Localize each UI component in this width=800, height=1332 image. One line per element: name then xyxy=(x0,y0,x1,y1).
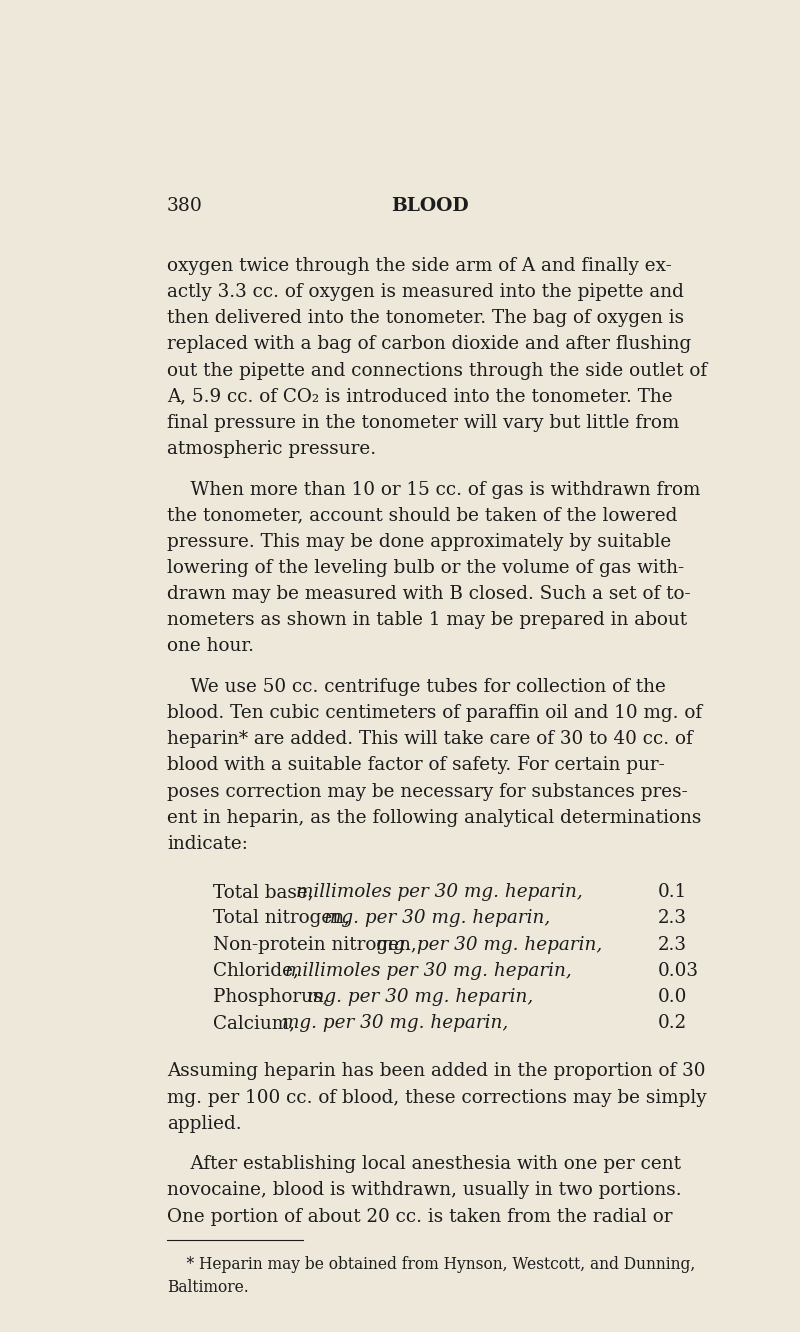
Text: 380: 380 xyxy=(167,197,203,214)
Text: After establishing local anesthesia with one per cent: After establishing local anesthesia with… xyxy=(167,1155,681,1173)
Text: replaced with a bag of carbon dioxide and after flushing: replaced with a bag of carbon dioxide an… xyxy=(167,336,691,353)
Text: When more than 10 or 15 cc. of gas is withdrawn from: When more than 10 or 15 cc. of gas is wi… xyxy=(167,481,700,498)
Text: Total base,: Total base, xyxy=(214,883,320,902)
Text: oxygen twice through the side arm of A and finally ex-: oxygen twice through the side arm of A a… xyxy=(167,257,672,274)
Text: the tonometer, account should be taken of the lowered: the tonometer, account should be taken o… xyxy=(167,506,678,525)
Text: One portion of about 20 cc. is taken from the radial or: One portion of about 20 cc. is taken fro… xyxy=(167,1208,673,1225)
Text: Baltimore.: Baltimore. xyxy=(167,1279,249,1296)
Text: lowering of the leveling bulb or the volume of gas with-: lowering of the leveling bulb or the vol… xyxy=(167,559,684,577)
Text: heparin* are added. This will take care of 30 to 40 cc. of: heparin* are added. This will take care … xyxy=(167,730,693,749)
Text: Assuming heparin has been added in the proportion of 30: Assuming heparin has been added in the p… xyxy=(167,1063,706,1080)
Text: ent in heparin, as the following analytical determinations: ent in heparin, as the following analyti… xyxy=(167,809,702,827)
Text: applied.: applied. xyxy=(167,1115,242,1132)
Text: mg. per 100 cc. of blood, these corrections may be simply: mg. per 100 cc. of blood, these correcti… xyxy=(167,1088,706,1107)
Text: 0.0: 0.0 xyxy=(658,988,687,1006)
Text: nometers as shown in table 1 may be prepared in about: nometers as shown in table 1 may be prep… xyxy=(167,611,687,629)
Text: millimoles per 30 mg. heparin,: millimoles per 30 mg. heparin, xyxy=(285,962,571,980)
Text: 0.2: 0.2 xyxy=(658,1014,687,1032)
Text: blood. Ten cubic centimeters of paraffin oil and 10 mg. of: blood. Ten cubic centimeters of paraffin… xyxy=(167,705,702,722)
Text: atmospheric pressure.: atmospheric pressure. xyxy=(167,440,376,458)
Text: Total nitrogen,: Total nitrogen, xyxy=(214,910,356,927)
Text: final pressure in the tonometer will vary but little from: final pressure in the tonometer will var… xyxy=(167,414,679,432)
Text: * Heparin may be obtained from Hynson, Westcott, and Dunning,: * Heparin may be obtained from Hynson, W… xyxy=(167,1256,695,1273)
Text: drawn may be measured with B closed. Such a set of to-: drawn may be measured with B closed. Suc… xyxy=(167,585,690,603)
Text: mg. per 30 mg. heparin,: mg. per 30 mg. heparin, xyxy=(324,910,550,927)
Text: BLOOD: BLOOD xyxy=(390,197,468,214)
Text: blood with a suitable factor of safety. For certain pur-: blood with a suitable factor of safety. … xyxy=(167,757,665,774)
Text: Calcium,: Calcium, xyxy=(214,1014,302,1032)
Text: 2.3: 2.3 xyxy=(658,910,687,927)
Text: 2.3: 2.3 xyxy=(658,935,687,954)
Text: poses correction may be necessary for substances pres-: poses correction may be necessary for su… xyxy=(167,783,688,801)
Text: 0.03: 0.03 xyxy=(658,962,699,980)
Text: mg. per 30 mg. heparin,: mg. per 30 mg. heparin, xyxy=(282,1014,508,1032)
Text: A, 5.9 cc. of CO₂ is introduced into the tonometer. The: A, 5.9 cc. of CO₂ is introduced into the… xyxy=(167,388,673,406)
Text: mg. per 30 mg. heparin,: mg. per 30 mg. heparin, xyxy=(376,935,602,954)
Text: novocaine, blood is withdrawn, usually in two portions.: novocaine, blood is withdrawn, usually i… xyxy=(167,1181,682,1199)
Text: 0.1: 0.1 xyxy=(658,883,687,902)
Text: Chloride,: Chloride, xyxy=(214,962,306,980)
Text: millimoles per 30 mg. heparin,: millimoles per 30 mg. heparin, xyxy=(296,883,582,902)
Text: indicate:: indicate: xyxy=(167,835,248,852)
Text: actly 3.3 cc. of oxygen is measured into the pipette and: actly 3.3 cc. of oxygen is measured into… xyxy=(167,284,684,301)
Text: out the pipette and connections through the side outlet of: out the pipette and connections through … xyxy=(167,361,707,380)
Text: pressure. This may be done approximately by suitable: pressure. This may be done approximately… xyxy=(167,533,671,551)
Text: then delivered into the tonometer. The bag of oxygen is: then delivered into the tonometer. The b… xyxy=(167,309,684,328)
Text: one hour.: one hour. xyxy=(167,638,254,655)
Text: Non-protein nitrogen,: Non-protein nitrogen, xyxy=(214,935,423,954)
Text: We use 50 cc. centrifuge tubes for collection of the: We use 50 cc. centrifuge tubes for colle… xyxy=(167,678,666,697)
Text: mg. per 30 mg. heparin,: mg. per 30 mg. heparin, xyxy=(307,988,534,1006)
Text: Phosphorus,: Phosphorus, xyxy=(214,988,334,1006)
